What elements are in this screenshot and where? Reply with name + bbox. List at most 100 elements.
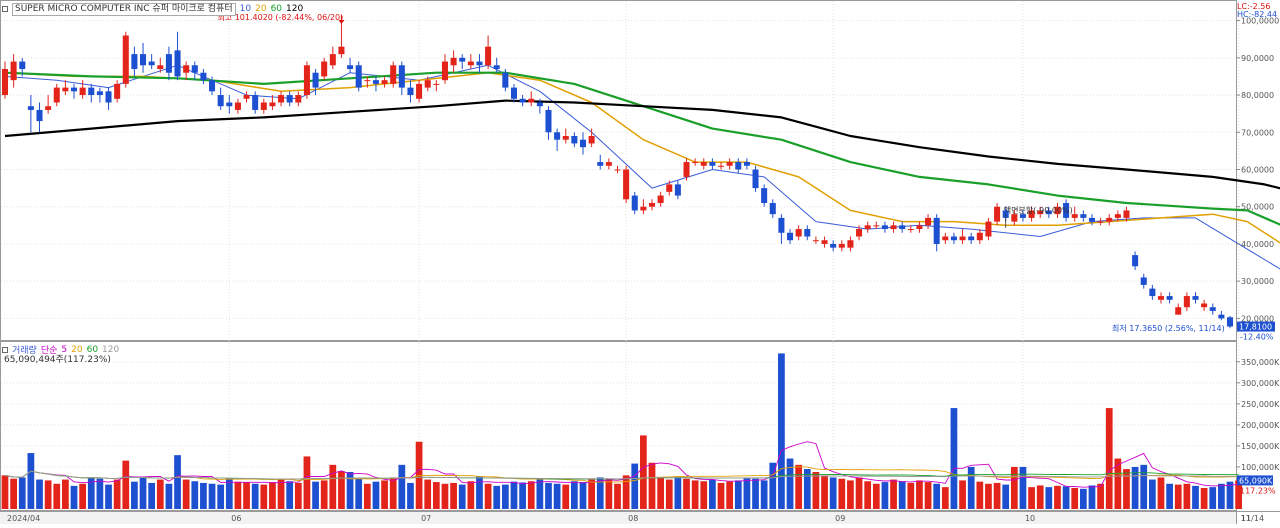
volume-bar	[743, 477, 751, 509]
volume-bar	[1105, 408, 1113, 509]
volume-ma-label-5: 5	[61, 344, 68, 355]
volume-tick-label: 200,000K	[1241, 421, 1280, 430]
volume-bar	[87, 477, 95, 509]
volume-bar	[579, 482, 587, 509]
candle-body	[286, 95, 293, 103]
high-annotation: 최고 101.4020 (-82.44%, 06/20)	[217, 12, 343, 22]
candle-body	[545, 109, 552, 133]
candle-body	[338, 46, 345, 55]
volume-bar	[1226, 481, 1234, 509]
price-tick-label: 70,0000	[1241, 128, 1274, 137]
candle-body	[1088, 217, 1095, 222]
volume-bar	[571, 481, 578, 509]
volume-bar	[191, 481, 199, 509]
volume-bar	[217, 484, 225, 509]
volume-bar	[683, 478, 690, 509]
volume-bar	[243, 482, 250, 509]
volume-bar	[441, 483, 449, 509]
volume-bar	[260, 484, 268, 509]
candle-body	[510, 87, 517, 99]
candle-body	[761, 188, 768, 203]
candle-body	[657, 195, 664, 203]
candle-body	[812, 240, 819, 242]
volume-ma-label-120: 120	[102, 344, 120, 355]
volume-bar	[1054, 485, 1061, 509]
volume-ma-type: 단순	[40, 346, 58, 356]
candle-body	[424, 80, 431, 88]
volume-bar	[156, 479, 164, 509]
candle-body	[821, 240, 828, 244]
candle-body	[1045, 210, 1052, 215]
candle-body	[1071, 214, 1078, 218]
candle-body	[1080, 214, 1087, 218]
current-volume-value: 65,090K	[1239, 476, 1273, 485]
ma-line-60	[4, 71, 1280, 226]
volume-bar	[1028, 487, 1035, 509]
volume-bar	[760, 480, 768, 509]
candle-body	[899, 225, 906, 230]
lc-label: LC:-2.56	[1237, 2, 1270, 11]
candle-body	[485, 46, 492, 66]
candle-body	[856, 229, 863, 237]
candle-body	[459, 57, 466, 62]
volume-bar	[1045, 487, 1053, 509]
volume-bar	[355, 478, 363, 509]
volume-bar	[907, 482, 915, 509]
volume-bar	[1036, 485, 1044, 509]
candle-body	[243, 95, 250, 99]
volume-bar	[700, 481, 708, 509]
candle-body	[476, 61, 483, 66]
volume-bar	[1079, 488, 1087, 509]
candle-body	[778, 217, 785, 233]
volume-bar	[1140, 464, 1148, 509]
collapse-square-icon[interactable]	[2, 6, 8, 12]
candle-body	[631, 195, 638, 211]
candle-body	[217, 95, 224, 107]
volume-bar	[458, 484, 466, 509]
candle-body	[140, 54, 147, 66]
chart-title[interactable]: SUPER MICRO COMPUTER INC 슈퍼 마이크로 컴퓨터	[12, 2, 236, 16]
collapse-square-icon[interactable]	[2, 346, 8, 353]
candle-body	[743, 162, 750, 166]
volume-tick-label: 350,000K	[1241, 358, 1280, 367]
candle-body	[1140, 277, 1147, 285]
candle-body	[536, 102, 543, 107]
volume-bar	[1192, 485, 1199, 509]
volume-bar	[1200, 487, 1208, 509]
volume-bar	[148, 482, 156, 509]
volume-bar	[432, 482, 440, 509]
volume-bar	[855, 477, 863, 509]
candle-body	[588, 136, 595, 144]
candle-body	[528, 98, 535, 103]
volume-header: 거래량 단순 5 20 60 120	[2, 343, 119, 356]
candle-body	[787, 232, 794, 241]
candle-body	[191, 65, 198, 73]
volume-bar	[389, 477, 397, 509]
volume-bar	[562, 484, 570, 509]
candle-body	[726, 162, 733, 166]
current-volume-pct: 117.23%	[1240, 486, 1276, 495]
volume-bar	[424, 479, 432, 509]
candle-body	[709, 162, 716, 166]
volume-bar	[44, 480, 52, 509]
candle-body	[62, 87, 69, 92]
volume-bar	[605, 478, 613, 509]
volume-bar	[1148, 479, 1156, 509]
candle-body	[226, 102, 233, 107]
candle-body	[347, 65, 354, 69]
volume-bar	[916, 480, 923, 509]
volume-bar	[10, 478, 17, 509]
candle-body	[398, 65, 405, 88]
volume-bar	[829, 477, 837, 509]
candle-body	[1097, 221, 1104, 223]
volume-bar	[1019, 466, 1027, 509]
ma-label-20: 20	[255, 4, 267, 14]
volume-bar	[864, 481, 872, 509]
volume-bar	[96, 478, 104, 509]
volume-bar	[665, 479, 673, 509]
volume-bar	[976, 481, 984, 509]
volume-bar	[803, 469, 811, 509]
volume-ma-line-5	[4, 441, 1239, 488]
candle-body	[985, 221, 992, 237]
candle-body	[1114, 214, 1121, 218]
